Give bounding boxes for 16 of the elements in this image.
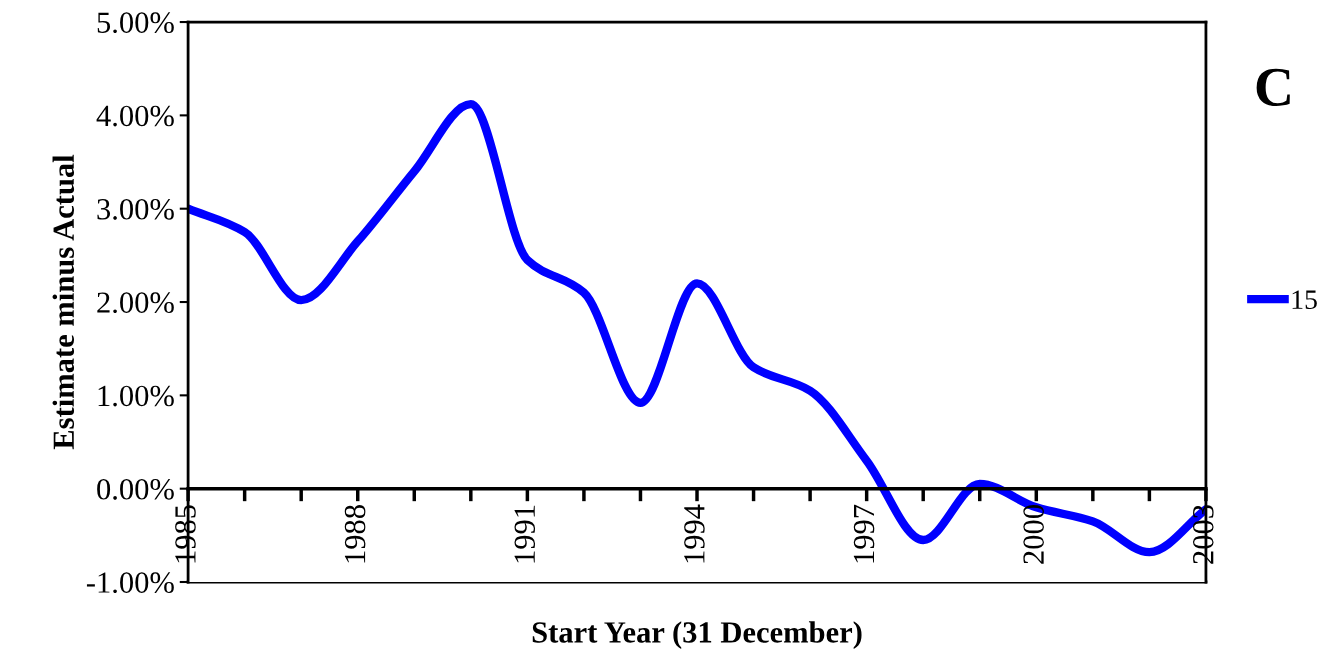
x-tick-label: 1994 — [684, 504, 705, 563]
y-tick-label: 4.00% — [96, 105, 174, 127]
y-axis-title: Estimate minus Actual — [52, 154, 75, 450]
x-tick-label: 1988 — [344, 505, 366, 563]
y-tick-label: 1.00% — [98, 385, 174, 407]
text: C — [1256, 68, 1290, 107]
y-tick-label: 5.00% — [97, 12, 174, 34]
x-tick-label: 1991 — [514, 505, 536, 563]
y-tick-label: -1.00% — [86, 572, 174, 594]
y-tick-label: 2.00% — [97, 292, 174, 314]
x-tick-label: 1997 — [853, 504, 875, 563]
legend-label: 15 — [1292, 290, 1317, 310]
x-tick-label: 2000 — [1023, 505, 1044, 564]
y-tick-label: 0.00% — [97, 478, 174, 500]
y-tick-label: 3.00% — [97, 198, 174, 220]
x-axis-title: Start Year (31 December) — [532, 621, 862, 649]
